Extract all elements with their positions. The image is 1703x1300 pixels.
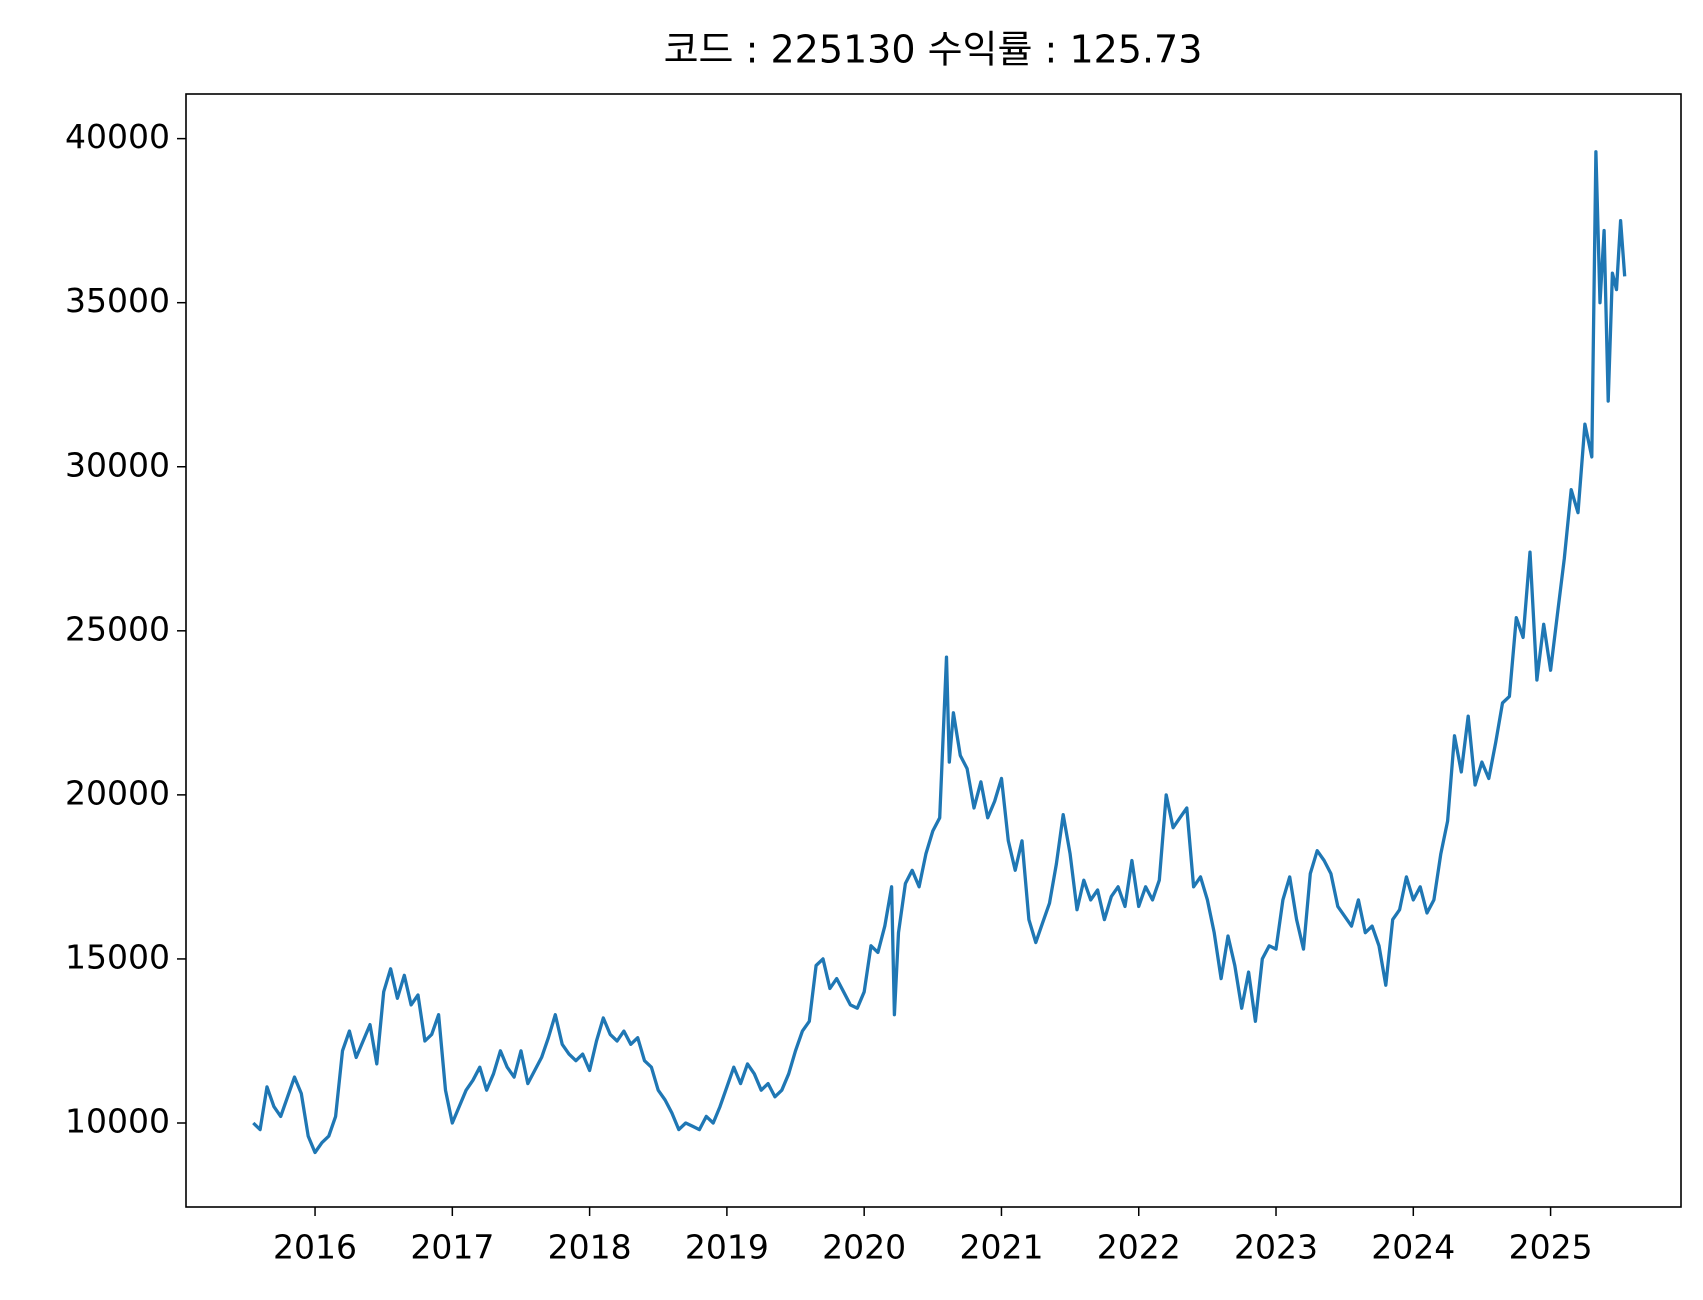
y-tick-label: 20000 bbox=[65, 773, 170, 812]
y-tick-label: 15000 bbox=[65, 937, 170, 976]
y-tick-label: 25000 bbox=[65, 609, 170, 648]
y-tick-label: 30000 bbox=[65, 445, 170, 484]
x-tick-label: 2020 bbox=[822, 1228, 906, 1267]
x-tick-label: 2023 bbox=[1234, 1228, 1318, 1267]
x-tick-label: 2024 bbox=[1371, 1228, 1455, 1267]
plot-frame bbox=[185, 93, 1682, 1208]
y-tick-label: 10000 bbox=[65, 1102, 170, 1141]
x-tick-label: 2017 bbox=[410, 1228, 494, 1267]
x-tick-label: 2016 bbox=[273, 1228, 357, 1267]
line-series bbox=[252, 150, 1627, 1155]
x-tick-label: 2021 bbox=[959, 1228, 1043, 1267]
x-tick-label: 2022 bbox=[1097, 1228, 1181, 1267]
x-tick-label: 2025 bbox=[1509, 1228, 1593, 1267]
x-tick-label: 2018 bbox=[548, 1228, 632, 1267]
y-tick-label: 35000 bbox=[65, 281, 170, 320]
y-tick-label: 40000 bbox=[65, 117, 170, 156]
x-tick-label: 2019 bbox=[685, 1228, 769, 1267]
chart-title: 코드 : 225130 수익률 : 125.73 bbox=[664, 28, 1203, 72]
